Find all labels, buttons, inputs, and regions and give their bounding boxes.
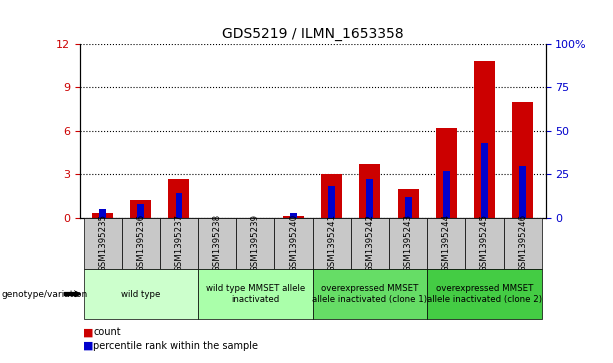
Bar xyxy=(169,179,189,218)
Bar xyxy=(503,218,542,269)
Bar xyxy=(427,269,542,319)
Bar xyxy=(83,269,198,319)
Bar xyxy=(359,164,381,218)
Bar xyxy=(275,218,313,269)
Text: GSM1395241: GSM1395241 xyxy=(327,214,336,272)
Bar xyxy=(283,216,304,218)
Bar xyxy=(351,218,389,269)
Bar xyxy=(519,166,526,218)
Bar xyxy=(512,102,533,218)
Bar xyxy=(329,187,335,218)
Text: GSM1395243: GSM1395243 xyxy=(403,214,413,272)
Bar xyxy=(122,218,160,269)
Text: GSM1395238: GSM1395238 xyxy=(213,214,222,272)
Text: wild type: wild type xyxy=(121,290,161,298)
Text: GSM1395244: GSM1395244 xyxy=(442,214,451,272)
Text: ■: ■ xyxy=(83,340,93,351)
Text: ■: ■ xyxy=(83,327,93,337)
Bar xyxy=(405,197,411,218)
Bar xyxy=(160,218,198,269)
Bar xyxy=(83,218,122,269)
Text: wild type MMSET allele
inactivated: wild type MMSET allele inactivated xyxy=(206,284,305,304)
Text: GSM1395245: GSM1395245 xyxy=(480,214,489,272)
Bar xyxy=(236,218,275,269)
Bar xyxy=(465,218,503,269)
Text: GSM1395239: GSM1395239 xyxy=(251,214,260,272)
Bar xyxy=(474,61,495,218)
Bar xyxy=(99,209,106,218)
Text: GSM1395235: GSM1395235 xyxy=(98,214,107,272)
Text: GSM1395246: GSM1395246 xyxy=(518,214,527,272)
Bar xyxy=(436,128,457,218)
Bar xyxy=(313,269,427,319)
Text: GSM1395237: GSM1395237 xyxy=(175,214,183,272)
Bar xyxy=(481,143,488,218)
Text: count: count xyxy=(93,327,121,337)
Bar xyxy=(198,218,236,269)
Bar xyxy=(321,174,342,218)
Text: percentile rank within the sample: percentile rank within the sample xyxy=(93,340,258,351)
Bar xyxy=(137,204,144,218)
Bar xyxy=(290,213,297,218)
Bar xyxy=(313,218,351,269)
Text: genotype/variation: genotype/variation xyxy=(1,290,88,298)
Bar xyxy=(92,213,113,218)
Text: GSM1395240: GSM1395240 xyxy=(289,214,298,272)
Bar xyxy=(175,193,183,218)
Bar xyxy=(131,200,151,218)
Text: GSM1395236: GSM1395236 xyxy=(136,214,145,272)
Bar xyxy=(398,189,419,218)
Bar xyxy=(367,179,373,218)
Text: overexpressed MMSET
allele inactivated (clone 2): overexpressed MMSET allele inactivated (… xyxy=(427,284,542,304)
Bar xyxy=(427,218,465,269)
Bar xyxy=(389,218,427,269)
Title: GDS5219 / ILMN_1653358: GDS5219 / ILMN_1653358 xyxy=(222,27,403,41)
Bar xyxy=(443,171,450,218)
Text: overexpressed MMSET
allele inactivated (clone 1): overexpressed MMSET allele inactivated (… xyxy=(313,284,427,304)
Text: GSM1395242: GSM1395242 xyxy=(365,214,375,272)
Bar xyxy=(198,269,313,319)
